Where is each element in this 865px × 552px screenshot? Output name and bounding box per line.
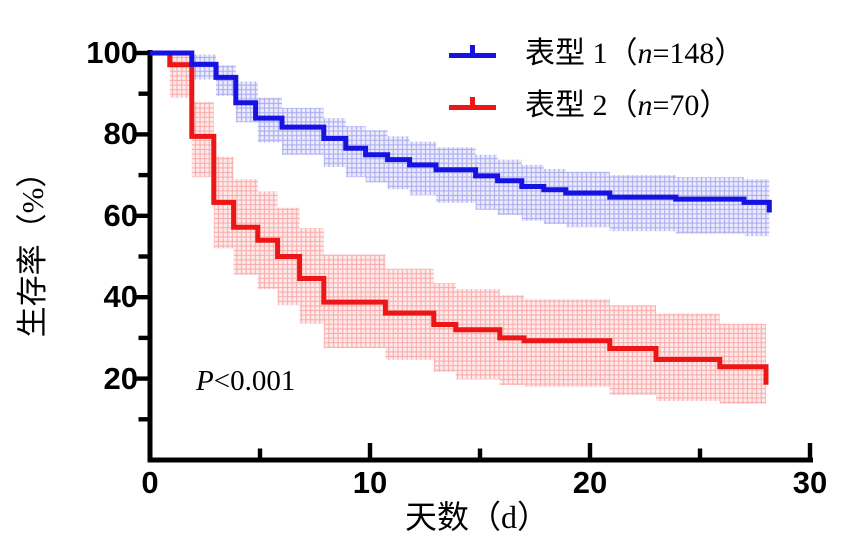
legend-label-phenotype-1: 表型 1（n=148） (525, 36, 744, 72)
y-axis-title-text: 生存率（%） (15, 156, 50, 338)
p-value-annotation: P<0.001 (196, 364, 295, 398)
survival-curve-series-1 (150, 50, 769, 385)
x-tick-label-0: 0 (141, 465, 159, 500)
legend-label-n: n (637, 89, 653, 122)
legend-label-prefix: 表型 2（ (525, 89, 638, 122)
x-axis-title: 天数（d） (352, 498, 602, 536)
legend-label-suffix: =70） (652, 89, 730, 122)
legend-label-prefix: 表型 1（ (525, 37, 638, 70)
ci-band-series-0 (191, 54, 770, 237)
p-value-italic: P (196, 365, 214, 397)
ci-band-series-1 (169, 53, 767, 404)
y-tick-label-60: 60 (103, 197, 138, 233)
axes-lines (147, 50, 813, 463)
legend-censor-tick-icon (470, 45, 475, 54)
x-tick-label-30: 30 (792, 465, 828, 500)
x-axis-title-text: 天数（d） (404, 499, 549, 535)
y-tick-label-40: 40 (103, 279, 138, 315)
legend-marker-line-phenotype-2 (449, 97, 496, 110)
y-tick-label-80: 80 (103, 116, 138, 152)
legend-label-suffix: =148） (652, 37, 745, 70)
legend-label-phenotype-2: 表型 2（n=70） (525, 88, 729, 124)
x-tick-label-10: 10 (352, 465, 388, 500)
y-axis-title: 生存率（%） (14, 132, 52, 362)
y-tick-label-20: 20 (103, 360, 138, 396)
legend-marker-line-phenotype-1 (449, 45, 496, 58)
p-value-rest: <0.001 (213, 365, 296, 397)
y-tick-label-100: 100 (86, 35, 138, 70)
survival-curve-series-0 (150, 50, 772, 213)
legend-censor-tick-icon (470, 97, 475, 106)
x-tick-label-20: 20 (572, 465, 608, 500)
axis-ticks (133, 50, 813, 458)
legend-label-n: n (637, 37, 653, 70)
